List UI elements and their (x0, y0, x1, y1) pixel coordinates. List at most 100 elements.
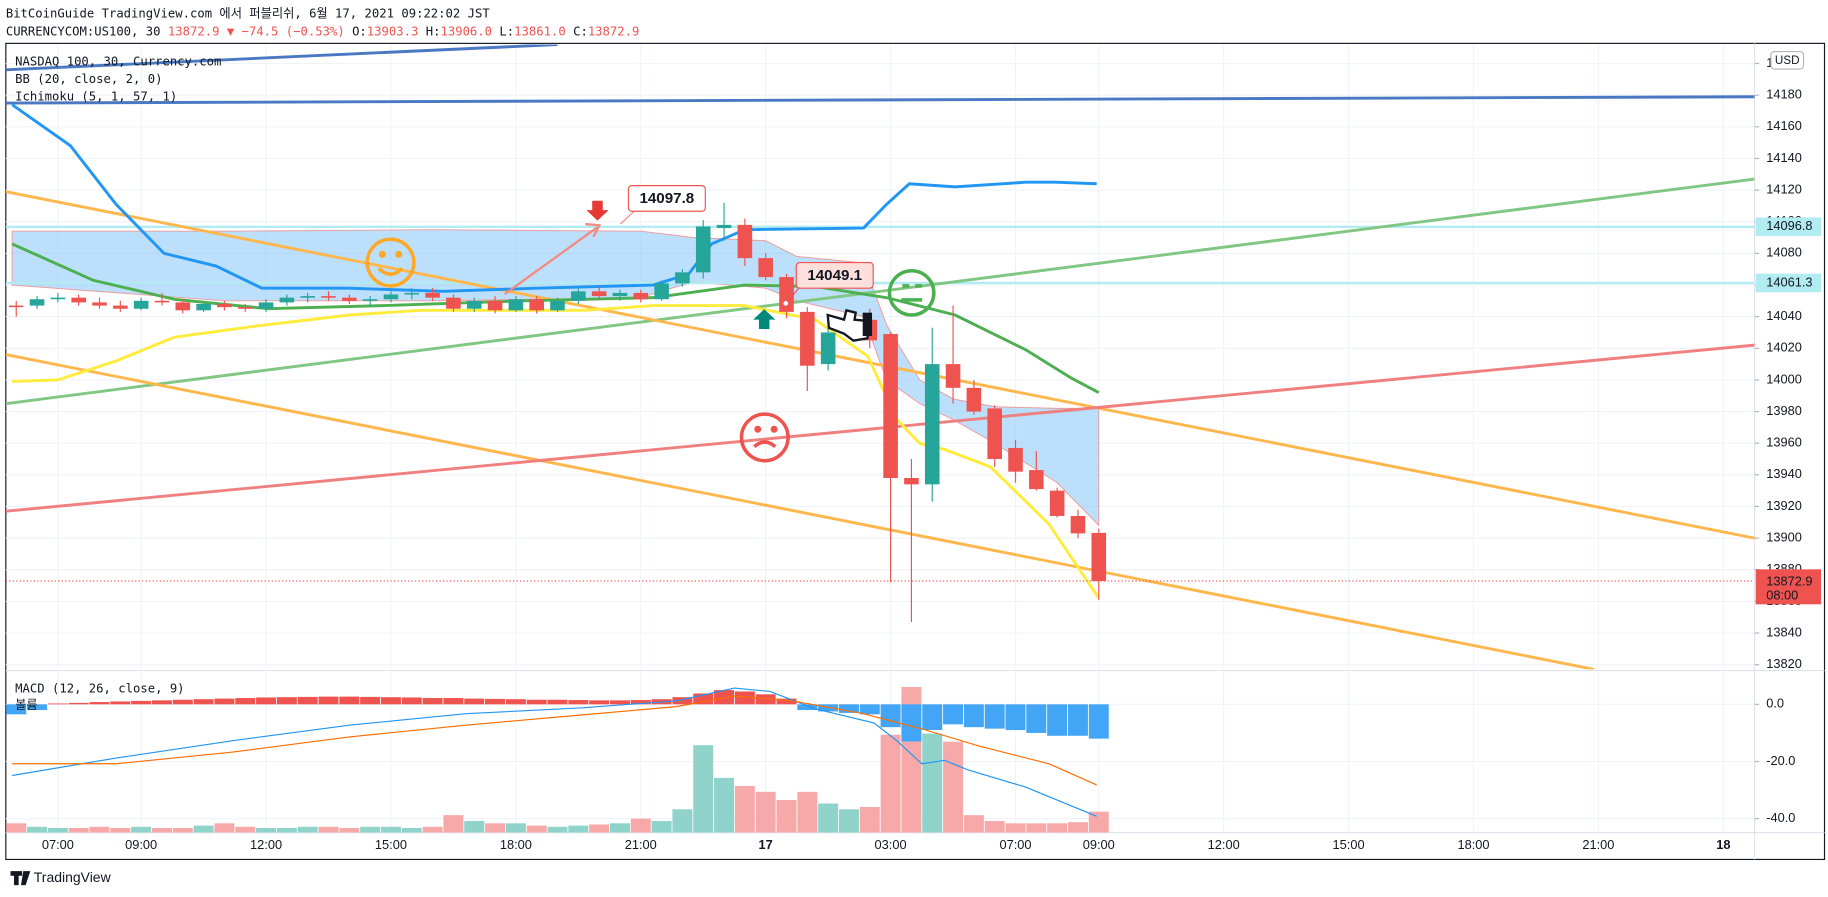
macd-histogram-bar (193, 699, 214, 705)
volume-bar (464, 820, 485, 833)
candle-body (591, 291, 607, 297)
legend-entry: BB (20, close, 2, 0) (15, 72, 162, 86)
ohlc-value: 13861.0 (514, 24, 566, 38)
volume-bar (401, 827, 422, 833)
x-tick-label: 18:00 (500, 837, 532, 852)
legend: NASDAQ 100, 30, Currency.com BB (20, clo… (15, 55, 221, 713)
macd-histogram-bar (151, 700, 172, 705)
volume-bar (734, 786, 755, 833)
volume-bar (131, 826, 152, 833)
macd-histogram-bar (1067, 704, 1088, 736)
volume-bar (547, 826, 568, 833)
volume-bar (818, 803, 839, 833)
footer-brand: TradingView (34, 869, 112, 885)
macd-histogram-bar (360, 696, 381, 705)
macd-histogram-bar (172, 699, 193, 705)
macd-histogram-bar (922, 704, 943, 731)
arrow-line (504, 226, 598, 295)
hand-cuff (862, 312, 873, 336)
legend-entry: MACD (12, 26, close, 9) (15, 682, 184, 696)
candle-body (175, 302, 191, 311)
macd-histogram-bar (1005, 704, 1026, 731)
volume-bar (318, 826, 339, 833)
volume-bar (360, 826, 381, 833)
candle-body (987, 408, 1002, 460)
macd-histogram-bar (485, 698, 506, 705)
x-tick-label: 07:00 (999, 837, 1031, 852)
macd-histogram-bar (943, 704, 964, 725)
price-label: 14061.3 (1766, 274, 1812, 289)
macd-histogram-bar (609, 700, 630, 705)
candle-body (300, 296, 315, 298)
y-tick-label: 13920 (1766, 498, 1802, 513)
logo-icon (10, 871, 31, 886)
x-tick-label: 03:00 (875, 837, 907, 852)
volume-bar (859, 806, 880, 833)
ohlc-label: C: (573, 24, 588, 38)
volume-bar (1067, 822, 1088, 833)
volume-bar (256, 827, 277, 833)
macd-histogram-bar (901, 704, 922, 742)
macd-histogram-bar (776, 698, 797, 705)
candle-body (1008, 447, 1023, 472)
volume-bar (193, 825, 214, 833)
indicator-line (11, 242, 1100, 394)
volume-bar (1088, 811, 1109, 833)
frame (5, 42, 1826, 861)
volume-bar (214, 823, 235, 833)
macd-histogram-bar (1026, 704, 1047, 733)
macd-histogram-bar (755, 694, 776, 705)
volume-bar (609, 823, 630, 833)
volume-bar (110, 827, 131, 833)
candle-body (924, 364, 940, 485)
volume-bar (443, 815, 464, 833)
volume-bar (589, 824, 610, 833)
macd-histogram-bar (68, 702, 89, 705)
volume-bar (1047, 823, 1068, 833)
volume-bar (297, 826, 318, 833)
sad-icon (739, 412, 790, 463)
candle-body (529, 299, 544, 311)
macd-histogram-bar (235, 698, 256, 705)
macd-histogram-bar (6, 704, 27, 715)
candle-body (196, 303, 211, 311)
macd-histogram-bar (339, 696, 360, 705)
candle-body (217, 303, 232, 308)
signal-line (12, 695, 1097, 786)
trendline (5, 353, 1595, 670)
callout-label: 14097.8 (639, 190, 694, 207)
volume-bar (776, 799, 797, 833)
candle-body (29, 299, 45, 306)
candle-body (508, 299, 524, 311)
volume-bar (880, 734, 901, 833)
candle-body (695, 226, 711, 273)
macd-histogram-bar (984, 704, 1005, 729)
price-label-box (1755, 273, 1822, 293)
macd-histogram-bar (464, 698, 485, 705)
volume-bar (151, 827, 172, 833)
header-quote: CURRENCYCOM:US100, 30 13872.9 ▼ −74.5 (−… (6, 24, 640, 38)
ohlc-value: 13872.9 (588, 24, 640, 38)
candle-body (716, 224, 732, 229)
candle-body (945, 364, 961, 388)
y-tick-label: 14160 (1766, 118, 1802, 133)
candle-body (8, 305, 24, 308)
y-tick-label: -40.0 (1766, 810, 1795, 825)
x-tick-label: 12:00 (1208, 837, 1240, 852)
macd-histogram-bar (838, 704, 859, 713)
macd-histogram-bar (131, 700, 152, 705)
down-arrow (586, 200, 609, 221)
volume-bar (672, 809, 693, 833)
y-tick-label: 14020 (1766, 340, 1802, 355)
macd-histogram-bar (963, 704, 984, 728)
x-tick-label: 17 (759, 837, 773, 852)
candle-body (675, 272, 690, 284)
candle-body (800, 311, 815, 366)
callout-point (782, 299, 790, 307)
macd-histogram-bar (734, 691, 755, 705)
macd-histogram-bar (380, 697, 401, 705)
y-tick-label: 14120 (1766, 181, 1802, 196)
x-tick-label: 09:00 (1083, 837, 1115, 852)
macd-line (12, 687, 1097, 817)
indicator-line (12, 304, 1100, 600)
